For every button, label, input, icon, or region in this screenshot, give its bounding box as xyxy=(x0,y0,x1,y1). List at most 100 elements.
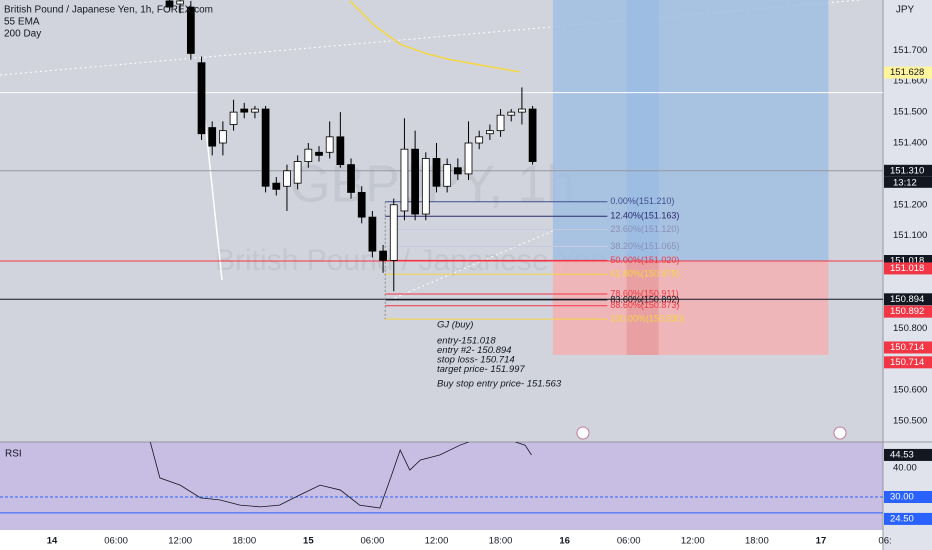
fib-label: 78.60%(150.911) xyxy=(610,288,678,298)
note: stop loss- 150.714 xyxy=(437,355,515,366)
note: GJ (buy) xyxy=(437,320,473,331)
x-tick-label: 06:00 xyxy=(617,536,641,547)
candle-body xyxy=(475,136,484,144)
price-tag xyxy=(884,356,932,369)
countdown-bg xyxy=(884,176,932,188)
y-tick-label: 151.600 xyxy=(893,76,927,87)
candle-body xyxy=(240,108,249,113)
x-tick-label: 12:00 xyxy=(425,536,449,547)
note: Buy stop entry price- 151.563 xyxy=(437,379,562,390)
rsi-current-tag xyxy=(884,448,932,461)
x-tick-label: 12:00 xyxy=(681,536,705,547)
rsi-plot xyxy=(0,442,883,514)
candle-body xyxy=(283,170,291,187)
candle-body xyxy=(518,108,526,113)
trend-line xyxy=(204,119,223,281)
rsi-label: RSI xyxy=(5,449,22,460)
note: entry-151.018 xyxy=(437,336,496,347)
indicator: 200 Day xyxy=(4,29,41,40)
profit-zone xyxy=(626,0,659,261)
candle-body xyxy=(251,108,259,113)
fib-label: 12.40%(151.163) xyxy=(610,211,679,221)
candle-body xyxy=(379,250,387,261)
x-tick-label: 15 xyxy=(303,536,314,547)
price-tag-label: 150.714 xyxy=(890,342,924,353)
candle-body xyxy=(229,111,238,125)
x-tick-label: 06:00 xyxy=(361,536,385,547)
event-icon[interactable] xyxy=(833,426,847,440)
watermark: GBPJPY, 1h xyxy=(290,156,575,214)
price-tag xyxy=(884,305,932,318)
y-tick-label: 151.700 xyxy=(893,45,927,56)
candle-body xyxy=(186,6,195,54)
fib-label: 0.00%(151.210) xyxy=(610,196,674,206)
fib-label: 83.60%(150.892) xyxy=(610,294,679,304)
x-tick-label: 14 xyxy=(47,536,58,547)
main-pane: British Pound / Japanese Yen GBPJPY, 1h … xyxy=(0,0,883,355)
rsi-tag-label: 30.00 xyxy=(890,492,914,503)
fib-label: 61.80%(150.975) xyxy=(610,269,679,279)
candle-body xyxy=(261,108,270,187)
note: target price- 151.997 xyxy=(437,364,525,375)
candle-body xyxy=(486,130,494,135)
candle-body xyxy=(325,136,334,153)
candle-body xyxy=(197,62,206,135)
event-icon[interactable] xyxy=(576,426,590,440)
countdown: 13:12 xyxy=(893,177,917,188)
price-tag-label: 151.310 xyxy=(890,165,924,176)
candle-body xyxy=(421,158,430,215)
candle-body xyxy=(507,111,516,116)
candle-body xyxy=(389,204,398,261)
trend-line xyxy=(0,0,861,76)
loss-zone xyxy=(552,260,829,355)
y-tick-label: 150.600 xyxy=(893,385,927,396)
candle-body xyxy=(496,114,505,132)
candle-body xyxy=(208,127,217,147)
candle-body xyxy=(432,158,441,187)
currency: JPY xyxy=(896,5,915,16)
candle-body xyxy=(443,164,452,187)
fib-label: 23.60%(151.120) xyxy=(610,224,679,234)
x-tick-label: 06: xyxy=(878,536,891,547)
fib-label: 38.20%(151.065) xyxy=(610,241,679,251)
loss-zone xyxy=(626,260,659,355)
x-tick-label: 12:00 xyxy=(168,536,192,547)
price-tag xyxy=(884,164,932,177)
candle-body xyxy=(464,142,473,175)
candle-body xyxy=(336,136,345,166)
rsi-tag xyxy=(884,512,932,525)
candle-body xyxy=(453,167,462,175)
price-tag-label: 151.018 xyxy=(890,256,924,267)
price-tag-label: 151.628 xyxy=(890,67,924,78)
x-tick-label: 18:00 xyxy=(489,536,513,547)
fib-label: 100.00%(150.830) xyxy=(610,313,684,323)
price-tag-label: 150.894 xyxy=(890,294,924,305)
price-tag xyxy=(884,341,932,354)
indicator: 55 EMA xyxy=(4,17,40,28)
fib-label: 88.60%(150.873) xyxy=(610,300,679,310)
candle-body xyxy=(357,192,366,218)
chart-title: British Pound / Japanese Yen, 1h, FOREX.… xyxy=(4,5,213,16)
price-tag xyxy=(884,293,932,306)
note: entry #2- 150.894 xyxy=(437,345,511,356)
rsi-current-label: 44.53 xyxy=(890,449,914,460)
x-tick-label: 06:00 xyxy=(104,536,128,547)
x-tick-label: 18:00 xyxy=(232,536,256,547)
price-tag xyxy=(884,66,932,79)
x-tick-label: 17 xyxy=(816,536,827,547)
candle-body xyxy=(272,182,281,190)
y-tick-label: 151.100 xyxy=(893,230,927,241)
candle-body xyxy=(165,0,174,8)
fib-label: 50.00%(151.020) xyxy=(610,255,679,265)
y-tick-label: 150.500 xyxy=(893,416,927,427)
x-tick-label: 18:00 xyxy=(745,536,769,547)
candle-body xyxy=(528,108,537,162)
profit-zone xyxy=(552,0,829,261)
price-tag-label: 150.892 xyxy=(890,306,924,317)
y-tick-label: 151.500 xyxy=(893,107,927,118)
rsi-pane xyxy=(0,442,883,530)
candle-body xyxy=(411,148,419,215)
rsi-tick-label: 40.00 xyxy=(893,463,917,474)
price-tag-label: 150.714 xyxy=(890,357,924,368)
